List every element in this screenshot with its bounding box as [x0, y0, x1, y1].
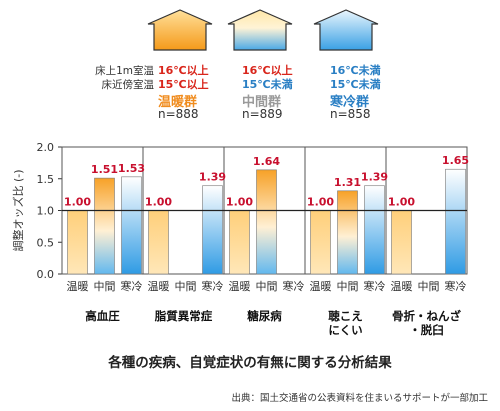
y-tick-label: 2.0: [37, 141, 55, 154]
y-tick-label: 0.5: [37, 236, 55, 249]
bar-寒冷: [121, 176, 142, 275]
category-label: 糖尿病: [247, 309, 282, 323]
data-label: 1.31: [334, 176, 361, 189]
bar-group-label: 寒冷: [202, 279, 224, 293]
bar-中間: [256, 169, 277, 275]
bar-寒冷: [202, 185, 223, 275]
y-tick-label: 1.5: [37, 173, 55, 186]
bar-group-label: 中間: [175, 280, 197, 293]
group-mid-n: n=889: [242, 107, 283, 121]
bar-group-label: 寒冷: [445, 279, 467, 293]
category-label: にくい: [328, 323, 362, 337]
bar-group-label: 中間: [256, 280, 278, 293]
data-label: 1.00: [145, 196, 172, 209]
bar-group-label: 温暖: [229, 280, 251, 293]
group-mid-cond2: 15℃未満: [242, 78, 293, 91]
bar-group-label: 温暖: [310, 280, 332, 293]
bar-中間: [337, 190, 358, 275]
bar-温暖: [391, 210, 412, 275]
category-label: 聴こえ: [328, 309, 363, 323]
bar-group-label: 中間: [337, 280, 359, 293]
group-warm-cond1: 16℃以上: [158, 64, 209, 77]
group-cold-n: n=858: [330, 107, 371, 121]
y-axis-label: 調整オッズ比 (-): [11, 169, 25, 251]
bar-寒冷: [364, 185, 385, 275]
group-cold-cond2: 15℃未満: [330, 78, 381, 91]
bar-group-label: 寒冷: [283, 279, 305, 293]
group-warm-name: 温暖群: [158, 95, 198, 110]
house-cold-icon: [313, 9, 379, 51]
data-label: 1.00: [64, 196, 91, 209]
bar-group-label: 中間: [94, 280, 116, 293]
bar-寒冷: [445, 168, 466, 275]
bar-group-label: 寒冷: [364, 279, 386, 293]
bar-温暖: [148, 210, 169, 275]
bar-group-label: 温暖: [148, 280, 170, 293]
data-label: 1.65: [442, 154, 469, 167]
chart-title: 各種の疾病、自覚症状の有無に関する分析結果: [108, 355, 392, 371]
data-label: 1.53: [118, 162, 145, 175]
bar-group-label: 寒冷: [121, 279, 143, 293]
bar-group-label: 温暖: [67, 280, 89, 293]
house-mid-icon: [227, 9, 293, 51]
source-note: 出典：国土交通省の公表資料を住まいるサポートが一部加工: [231, 393, 488, 404]
bar-group-label: 温暖: [391, 280, 413, 293]
y-tick-label: 1.0: [37, 205, 55, 218]
group-cold-cond1: 16℃未満: [330, 64, 381, 77]
bar-温暖: [310, 210, 331, 275]
data-label: 1.00: [226, 196, 253, 209]
group-warm-cond2: 15℃以上: [158, 78, 209, 91]
bar-中間: [94, 177, 115, 275]
data-label: 1.64: [253, 155, 280, 168]
data-label: 1.39: [361, 171, 388, 184]
bar-温暖: [229, 210, 250, 275]
group-mid-cond1: 16℃以上: [242, 64, 293, 77]
legend-houses: [147, 9, 379, 51]
bar-温暖: [67, 210, 88, 275]
data-label: 1.00: [307, 196, 334, 209]
house-warm-icon: [147, 9, 213, 51]
category-label: ・脱臼: [409, 323, 444, 337]
group-mid-name: 中間群: [242, 95, 282, 110]
group-cold-name: 寒冷群: [330, 95, 370, 110]
category-label: 脂質異常症: [154, 309, 213, 323]
group-warm-n: n=888: [158, 107, 199, 121]
data-label: 1.00: [388, 196, 415, 209]
y-tick-label: 0.0: [37, 268, 55, 281]
category-label: 骨折・ねんざ: [392, 309, 461, 323]
legend-row-label-2: 床近傍室温: [101, 79, 155, 91]
data-label: 1.39: [199, 171, 226, 184]
odds-ratio-chart: 0.0 0.5 1.0 1.5 2.0 調整オッズ比 (-) 1.00 温暖 1.51 中間 1.5…: [11, 141, 469, 337]
category-label: 高血圧: [85, 309, 120, 323]
bar-group-label: 中間: [418, 280, 440, 293]
data-label: 1.51: [91, 163, 118, 176]
legend-row-label-1: 床上1m室温: [95, 65, 154, 77]
